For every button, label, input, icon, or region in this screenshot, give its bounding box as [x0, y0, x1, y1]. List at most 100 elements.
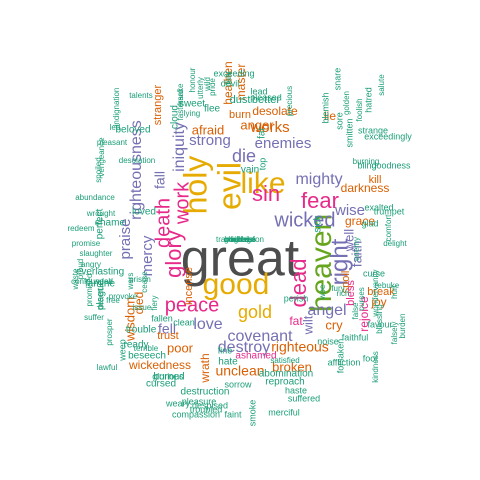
word-suffer: suffer [84, 313, 104, 322]
word-foolish: foolish [355, 98, 364, 121]
word-redeem: redeem [67, 224, 94, 233]
word-destroy: destroy [218, 339, 270, 356]
word-smitten: smitten [344, 118, 354, 147]
word-faint: faint [224, 409, 242, 419]
word-comfort: comfort [384, 214, 393, 241]
word-great: great [181, 230, 300, 288]
word-wondervanity: wondervanity [371, 269, 380, 317]
word-works: works [249, 119, 289, 136]
word-hurt: hurt [390, 284, 399, 299]
word-unclean: unclean [215, 363, 264, 379]
word-master: master [234, 64, 248, 101]
word-work: work [171, 181, 193, 225]
word-iniquity: iniquity [171, 122, 188, 172]
word-evil: evil [211, 162, 247, 210]
word-dust: dust [230, 94, 251, 106]
word-beloved: beloved [115, 125, 150, 136]
word-forsaken: forsaken [335, 339, 345, 374]
word-fallen: fallen [151, 313, 173, 323]
word-gold: gold [238, 302, 272, 322]
word-die: die [232, 146, 256, 166]
word-far: far [257, 126, 268, 138]
word-lead: lead [250, 86, 267, 96]
word-goodness: goodness [371, 160, 411, 170]
word-fool: fool [363, 353, 378, 363]
word-provoke: provoke [109, 292, 138, 301]
word-sorrow: sorrow [224, 379, 252, 389]
word-proud: proud [76, 259, 85, 279]
word-covenant: covenant [228, 328, 293, 345]
word-trumpet: trumpet [374, 206, 405, 216]
word-wicked: wicked [273, 209, 335, 231]
word-sweet: sweet [179, 99, 205, 110]
word-strange: strange [358, 125, 388, 135]
word-glorious: glorious [152, 371, 184, 381]
word-died: died [132, 292, 146, 315]
word-glad: glad [361, 218, 378, 228]
word-peace: peace [165, 294, 220, 316]
word-issue: issue [133, 303, 152, 312]
word-mighty: mighty [295, 171, 342, 188]
word-cry: cry [325, 317, 343, 332]
word-lying: lying [184, 109, 200, 118]
word-abomination: abomination [259, 369, 313, 380]
word-ashamed: ashamed [235, 351, 276, 362]
word-pleasure: pleasure [182, 396, 217, 406]
word-transgression: transgression [216, 235, 264, 244]
word-wilt: wilt [300, 315, 315, 335]
word-free: free [106, 296, 120, 305]
word-curse: curse [363, 268, 385, 278]
word-flee: flee [204, 104, 221, 115]
word-exceedingly: exceedingly [364, 131, 412, 141]
word-afraid: afraid [192, 122, 225, 137]
word-curses: curses [357, 287, 366, 311]
word-perish: perish [284, 293, 309, 303]
word-fall: fall [152, 171, 168, 189]
word-angry: angry [81, 260, 101, 269]
word-joy: joy [370, 295, 386, 309]
word-plague: plague [96, 280, 107, 310]
word-indignation: indignation [112, 88, 121, 127]
word-bless: bless [345, 280, 357, 306]
word-trouble: trouble [126, 325, 157, 336]
word-blind: blind [357, 160, 376, 170]
word-led: led [110, 123, 121, 132]
word-bondage: bondage [224, 235, 256, 244]
word-spoil: spoil [340, 271, 352, 294]
word-burned: burned [153, 372, 184, 383]
word-glory: glory [161, 230, 186, 278]
word-burning: burning [353, 157, 380, 166]
word-pleasant: pleasant [97, 138, 128, 147]
word-cursed: cursed [146, 379, 176, 390]
word-faith: faith [349, 241, 365, 267]
word-shame: shame [95, 218, 125, 229]
word-wrought: wrought [86, 209, 116, 218]
word-dead: dead [286, 259, 311, 308]
word-holy: holy [177, 156, 213, 215]
word-devil: devil [221, 78, 240, 88]
word-weep: weep [117, 339, 127, 362]
word-good: good [203, 268, 270, 301]
word-desert: desert [96, 287, 105, 310]
word-cease: cease [140, 271, 149, 293]
word-heaven: heaven [305, 214, 338, 312]
word-enemies: enemies [255, 135, 312, 152]
word-blemish: blemish [320, 92, 330, 123]
word-better: better [252, 94, 280, 106]
word-prosper: prosper [105, 318, 114, 345]
word-slaughter: slaughter [80, 249, 113, 258]
word-dark: dark [224, 70, 233, 87]
word-lawful: lawful [97, 363, 118, 372]
word-salute: salute [377, 74, 386, 96]
word-reproach: reproach [265, 377, 304, 388]
word-perfect: perfect [95, 208, 106, 239]
word-compassion: compassion [172, 409, 220, 419]
word-fury: fury [331, 284, 344, 293]
word-suffered: suffered [288, 393, 320, 403]
word-smoke: smoke [247, 400, 257, 427]
word-fear: fear [301, 188, 339, 213]
word-like: like [240, 167, 285, 200]
word-death: death [152, 198, 174, 248]
word-mercy: mercy [139, 235, 156, 276]
